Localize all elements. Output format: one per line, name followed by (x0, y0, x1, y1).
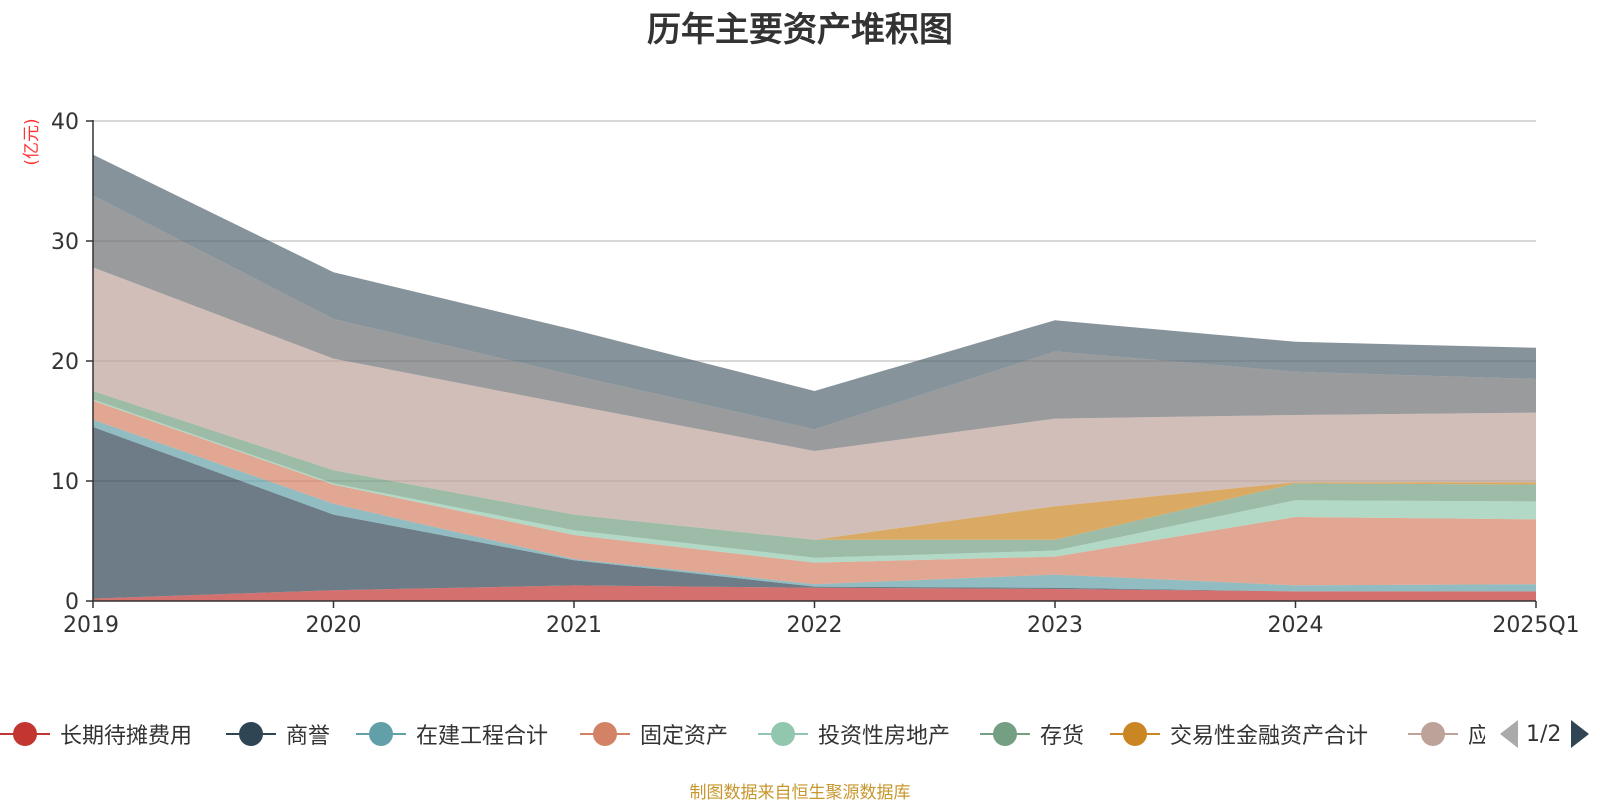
area-series (93, 154, 1536, 601)
area-series-8 (93, 267, 1536, 540)
area-series-2 (93, 427, 1536, 599)
legend: 长期待摊费用 商誉 在建工程合计 固定资产 投资性房地产 存货 交易性金融资产合计 应收账款 (0, 716, 1485, 752)
y-tick-label: 20 (51, 350, 79, 375)
area-series-4 (93, 400, 1536, 586)
legend-item[interactable]: 投资性房地产 (758, 716, 950, 752)
legend-next-page-icon[interactable] (1571, 720, 1590, 748)
legend-item[interactable]: 长期待摊费用 (0, 716, 192, 752)
legend-marker-icon (980, 716, 1030, 752)
source-note: 制图数据来自恒生聚源数据库 (689, 783, 911, 803)
x-tick-label: 2022 (787, 613, 843, 638)
chart-title: 历年主要资产堆积图 (647, 10, 953, 50)
y-tick-label: 30 (51, 230, 79, 255)
area-series-1 (93, 585, 1536, 601)
x-tick-label: 2024 (1268, 613, 1324, 638)
area-series-7 (93, 391, 1536, 540)
y-tick-label: 10 (51, 470, 79, 495)
area-series-6 (93, 391, 1536, 558)
legend-item[interactable]: 应收账款 (1408, 716, 1485, 752)
legend-label: 商誉 (286, 724, 331, 749)
legend-marker-icon (758, 716, 808, 752)
legend-marker-icon (356, 716, 406, 752)
legend-item[interactable]: 交易性金融资产合计 (1110, 716, 1368, 752)
legend-item[interactable]: 固定资产 (580, 716, 728, 752)
legend-label: 交易性金融资产合计 (1170, 724, 1369, 749)
x-tick-label: 2019 (63, 613, 119, 638)
legend-item[interactable]: 存货 (980, 716, 1084, 752)
legend-label: 固定资产 (640, 724, 729, 749)
legend-label: 应收账款 (1468, 724, 1485, 749)
area-series-9 (93, 195, 1536, 451)
legend-marker-icon (580, 716, 630, 752)
legend-label: 存货 (1040, 724, 1085, 749)
x-tick-label: 2023 (1027, 613, 1083, 638)
x-tick-label: 2020 (306, 613, 362, 638)
x-tick-label: 2021 (546, 613, 602, 638)
axes: 0 10 20 30 40 2019 2020 2021 2022 2023 2024 2025Q1 (51, 110, 1580, 638)
y-tick-label: 0 (65, 590, 79, 615)
legend-marker-icon (1408, 716, 1458, 752)
legend-marker-icon (226, 716, 276, 752)
legend-marker-icon (0, 716, 50, 752)
legend-label: 在建工程合计 (416, 724, 549, 749)
legend-label: 投资性房地产 (818, 724, 951, 749)
legend-page-indicator: 1/2 (1526, 721, 1562, 747)
area-series-10 (93, 154, 1536, 430)
legend-label: 长期待摊费用 (60, 724, 193, 749)
y-axis-unit-label: (亿元) (22, 118, 42, 165)
legend-item[interactable]: 在建工程合计 (356, 716, 548, 752)
legend-item[interactable]: 商誉 (226, 716, 330, 752)
legend-pager: 1/2 (1500, 716, 1600, 752)
legend-marker-icon (1110, 716, 1160, 752)
y-tick-label: 40 (51, 110, 79, 135)
x-tick-label: 2025Q1 (1492, 613, 1579, 638)
legend-prev-page-icon[interactable] (1500, 720, 1518, 748)
